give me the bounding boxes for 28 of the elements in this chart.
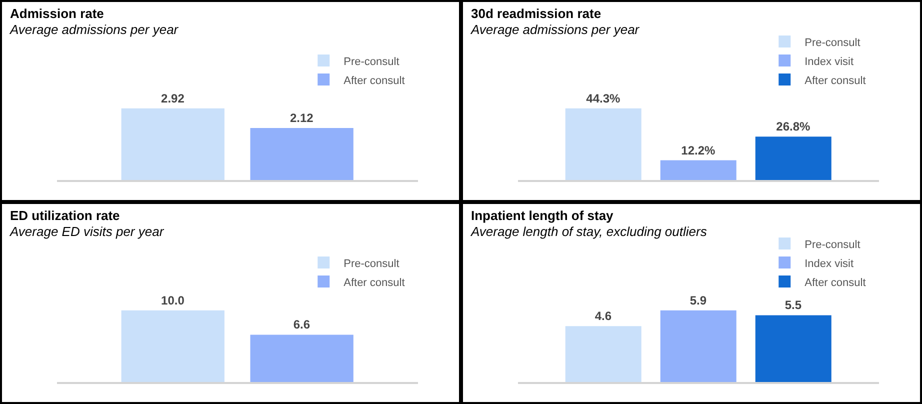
legend-label: Pre-consult xyxy=(804,238,860,251)
data-label: 26.8% xyxy=(776,120,811,134)
data-label: 12.2% xyxy=(681,143,716,158)
chart-title: Admission rate xyxy=(10,6,104,21)
data-label: 4.6 xyxy=(594,309,612,324)
data-label: 5.5 xyxy=(784,298,802,312)
chart-subtitle: Average admissions per year xyxy=(10,22,178,37)
chart-title: ED utilization rate xyxy=(10,208,120,223)
data-label: 44.3% xyxy=(586,91,621,106)
data-label: 2.92 xyxy=(161,91,185,106)
legend-label: Pre-consult xyxy=(344,258,400,270)
data-label: 5.9 xyxy=(690,293,707,308)
legend-label: After consult xyxy=(804,276,866,289)
chart-title: Inpatient length of stay xyxy=(471,208,614,223)
legend-label: Pre-consult xyxy=(804,36,860,49)
legend-label: Index visit xyxy=(804,258,854,270)
legend-label: Pre-consult xyxy=(344,56,400,68)
legend-label: After consult xyxy=(344,74,405,87)
data-label: 6.6 xyxy=(293,318,310,332)
chart-title: 30d readmission rate xyxy=(471,6,602,21)
chart-subtitle: Average admissions per year xyxy=(471,22,640,37)
legend-label: After consult xyxy=(344,276,405,289)
legend-label: Index visit xyxy=(804,56,854,68)
legend-label: After consult xyxy=(804,74,866,87)
chart-subtitle: Average ED visits per year xyxy=(10,224,164,239)
data-label: 10.0 xyxy=(161,293,185,308)
chart-subtitle: Average length of stay, excluding outliers xyxy=(471,224,707,239)
data-label: 2.12 xyxy=(290,110,314,125)
